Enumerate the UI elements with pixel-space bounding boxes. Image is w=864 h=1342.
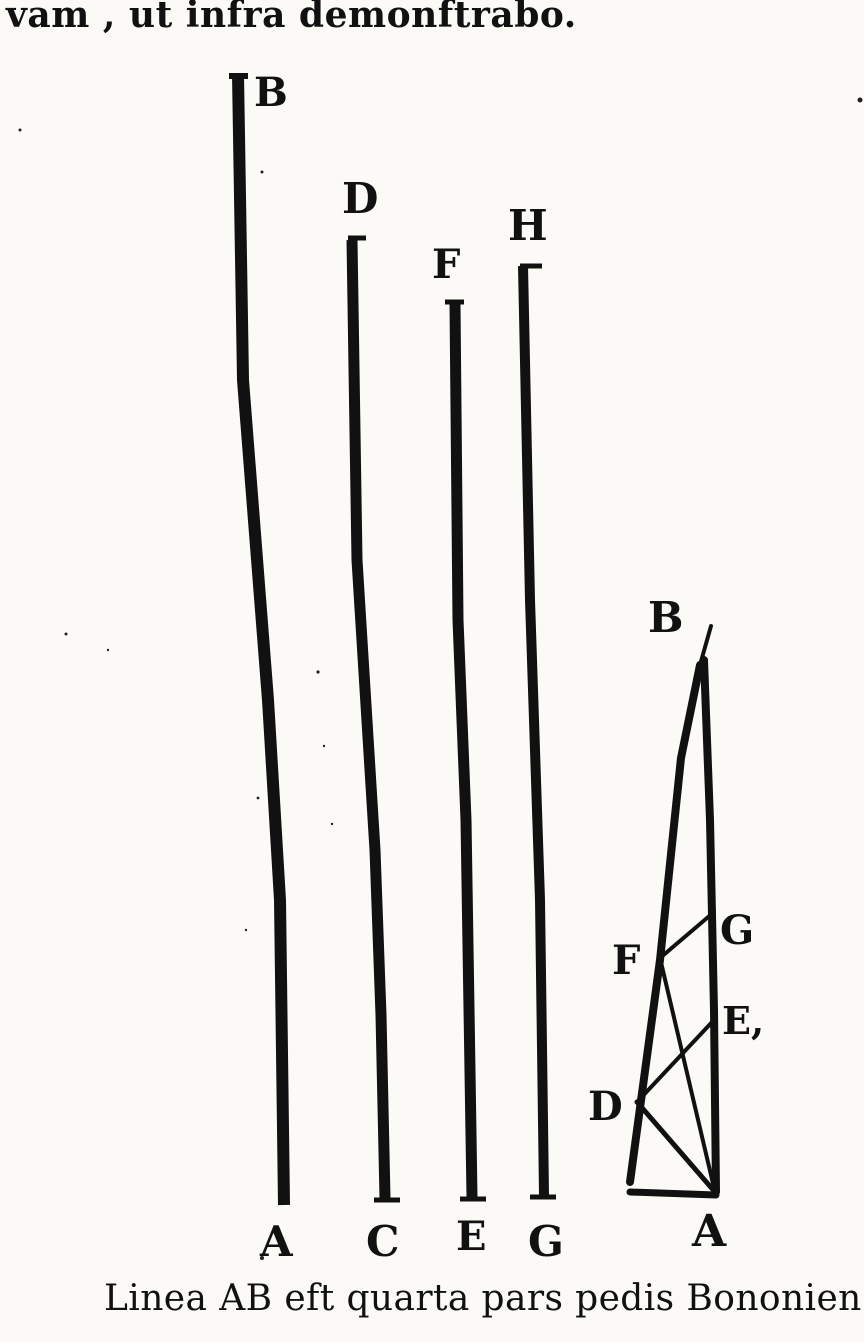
label-g-bottom: G [528,1217,564,1266]
speck [330,822,334,826]
label-c-bottom: C [366,1217,399,1266]
line-gh [518,265,549,1196]
triangle-base [626,1188,720,1199]
triangle-label-d: D [588,1083,623,1130]
triangle-label-b: B [648,593,684,642]
speck [18,128,22,132]
line-cd [346,239,391,1199]
speck [64,632,68,636]
triangle-label-g: G [720,907,754,954]
triangle-label-e: E, [722,998,764,1043]
line-ef [449,302,478,1198]
segment-da [634,1099,718,1195]
triangle-right-side [700,656,720,1196]
speck [316,670,320,674]
triangle-label-a: A [691,1206,727,1257]
top-text-line: vam , ut infra demonftrabo. [6,0,577,36]
speck [857,97,863,103]
speck [322,744,326,748]
speck [244,928,248,932]
triangle-label-f: F [612,937,640,984]
line-ab [232,73,290,1206]
label-a-bottom: A [259,1217,294,1266]
label-d-top: D [342,174,378,223]
label-f-top: F [432,241,460,288]
parallel-line-labels: B D F H A C E G [254,69,564,1266]
speck [260,170,264,174]
segment-fg [658,910,716,960]
label-e-bottom: E [456,1213,487,1260]
speck [260,1256,264,1260]
speck [256,796,260,800]
print-specks [18,97,863,1260]
caption-text-line: Linea AB eft quarta pars pedis Bononien [104,1278,862,1319]
segment-de [635,1018,716,1104]
label-b-top: B [254,69,288,116]
parallel-lines [229,73,556,1206]
triangle-left-side [626,661,704,1186]
triangle-labels: B G F E, D A [588,593,764,1257]
triangle-apex [698,624,713,667]
label-h-top: H [508,201,548,250]
triangle-figure [626,624,720,1199]
speck [106,648,110,652]
segment-fa [658,956,717,1194]
